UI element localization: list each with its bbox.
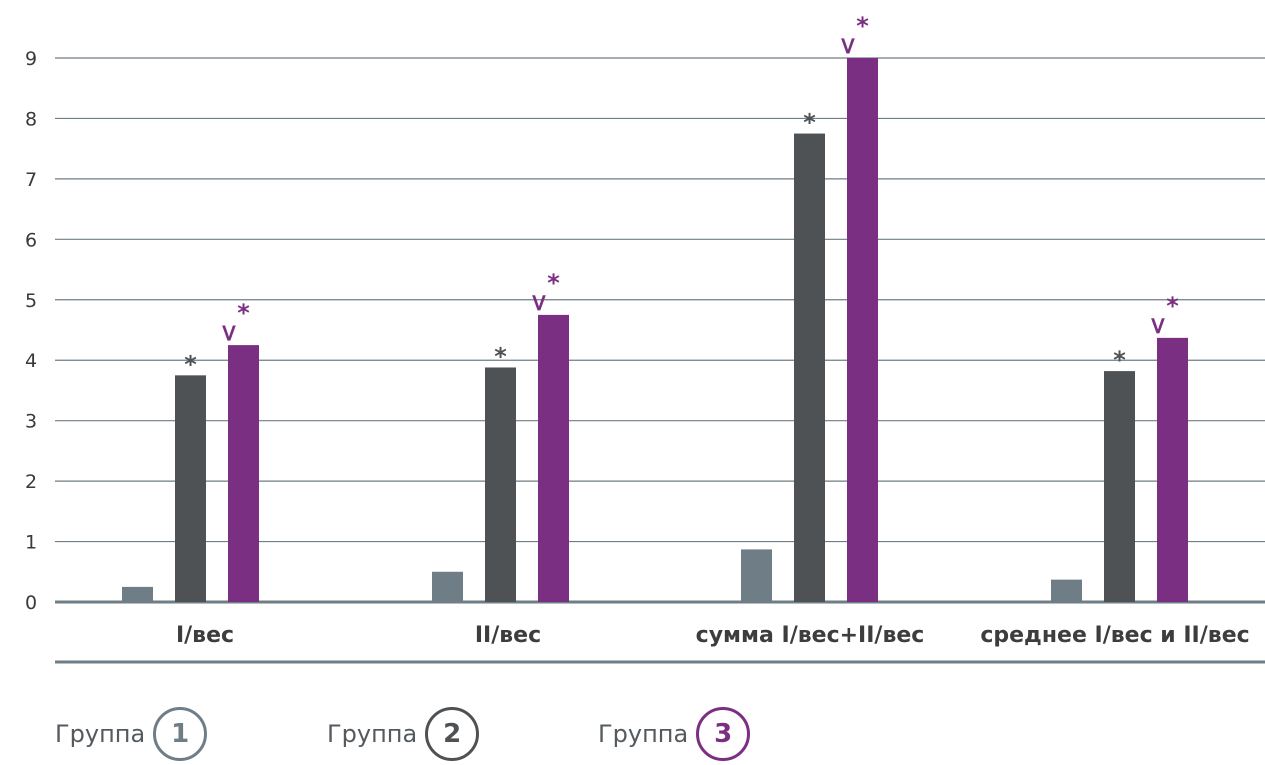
legend-item-group-3: Группа 3 <box>598 707 751 761</box>
significance-less-than: < <box>834 36 862 56</box>
legend-label: Группа <box>598 720 689 748</box>
significance-less-than: < <box>525 293 553 313</box>
legend-item-group-1: Группа 1 <box>55 707 208 761</box>
category-label: I/вес <box>176 623 234 648</box>
legend-badge: 3 <box>696 707 751 761</box>
bar-group-2 <box>485 367 516 602</box>
category-labels: I/вес II/вес сумма I/вес+II/вес среднее I/в… <box>176 623 1250 648</box>
significance-star: * <box>237 299 250 327</box>
significance-less-than: < <box>215 323 243 343</box>
y-tick-label: 5 <box>25 290 37 312</box>
bar-group-3 <box>1157 337 1188 602</box>
y-tick-label: 9 <box>25 48 37 70</box>
category-label: сумма I/вес+II/вес <box>696 623 925 648</box>
y-tick-label: 6 <box>25 229 37 251</box>
legend-item-group-2: Группа 2 <box>327 707 480 761</box>
significance-markers: **<**<**<**< <box>184 12 1179 378</box>
y-tick-label: 1 <box>25 532 37 554</box>
significance-star: * <box>1166 292 1179 320</box>
category-label: среднее I/вес и II/вес <box>980 623 1249 648</box>
significance-star: * <box>1113 346 1126 374</box>
category-label: II/вес <box>475 623 541 648</box>
y-tick-label: 8 <box>25 108 37 130</box>
bar-group-2 <box>794 133 825 603</box>
y-tick-label: 4 <box>25 350 37 372</box>
bars <box>122 58 1188 603</box>
legend-label: Группа <box>327 720 418 748</box>
legend-badge: 1 <box>153 707 208 761</box>
significance-less-than: < <box>1144 316 1172 336</box>
bar-group-3 <box>228 345 259 602</box>
y-axis-tick-labels: 0 1 2 3 4 5 6 7 8 9 <box>25 48 37 614</box>
bar-group-1 <box>741 549 772 602</box>
y-tick-label: 2 <box>25 471 37 493</box>
bar-group-3 <box>847 58 878 602</box>
significance-star: * <box>547 269 560 297</box>
significance-star: * <box>494 342 507 370</box>
legend-badge: 2 <box>425 707 480 761</box>
legend-label: Группа <box>55 720 146 748</box>
y-tick-label: 3 <box>25 411 37 433</box>
bar-group-3 <box>538 314 569 602</box>
bar-group-1 <box>432 571 463 602</box>
y-tick-label: 7 <box>25 169 37 191</box>
significance-star: * <box>803 109 816 137</box>
bar-group-1 <box>1051 579 1082 602</box>
bar-group-1 <box>122 586 153 602</box>
significance-star: * <box>184 350 197 378</box>
bar-group-2 <box>175 375 206 602</box>
significance-star: * <box>856 12 869 40</box>
y-tick-label: 0 <box>25 592 37 614</box>
bar-group-2 <box>1104 371 1135 602</box>
